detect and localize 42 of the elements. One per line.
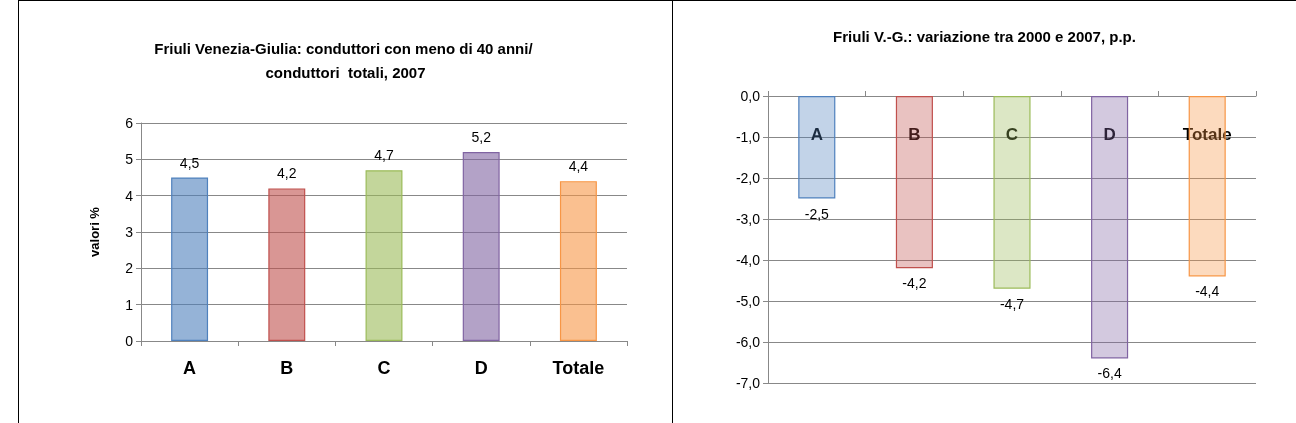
data-label: -4,7	[999, 295, 1025, 312]
data-label: 4,7	[374, 147, 394, 164]
bar	[268, 188, 306, 341]
x-tick-label: C	[1005, 125, 1019, 144]
y-tick-label: 5	[125, 151, 134, 168]
x-tick-label: B	[280, 358, 294, 378]
y-tick-label: -7,0	[735, 375, 761, 391]
x-tick-label: A	[810, 125, 823, 144]
x-tick-label: A	[183, 358, 197, 378]
bar	[462, 152, 500, 341]
x-tick-label: C	[377, 358, 391, 378]
y-tick-label: 2	[125, 260, 134, 277]
data-label: -4,4	[1195, 283, 1220, 300]
y-tick-label: -3,0	[735, 211, 761, 227]
data-label: 4,5	[179, 154, 200, 171]
x-tick-label: Totale	[552, 358, 605, 378]
y-tick-label: 0	[125, 333, 134, 349]
data-label: 4,2	[277, 165, 297, 182]
x-tick-label: B	[908, 125, 921, 144]
bar	[559, 181, 597, 341]
chart-title: Friuli V.-G.: variazione tra 2000 e 2007, p.p.	[833, 27, 1136, 45]
y-tick-label: -4,0	[735, 252, 761, 268]
data-label: -6,4	[1097, 365, 1122, 382]
data-label: 5,2	[471, 129, 492, 146]
x-tick-label: D	[474, 358, 488, 378]
y-tick-label: 3	[125, 224, 134, 240]
y-tick-label: -5,0	[735, 293, 761, 309]
chart-title: Friuli Venezia-Giulia: conduttori con meno di 40 anni/ conduttori totali, 2007	[154, 39, 537, 81]
y-tick-label: -6,0	[735, 334, 761, 350]
y-tick-label: -1,0	[735, 129, 761, 145]
y-axis-title: valori %	[87, 206, 102, 257]
bar	[171, 177, 209, 341]
data-label: -2,5	[804, 205, 830, 222]
bar	[365, 170, 403, 341]
y-tick-label: -2,0	[735, 170, 761, 186]
y-tick-label: 6	[125, 115, 134, 131]
data-label: -4,2	[902, 275, 927, 292]
y-tick-label: 1	[125, 296, 134, 313]
y-tick-label: 4	[125, 187, 134, 204]
x-tick-label: D	[1103, 125, 1116, 144]
data-label: 4,4	[568, 158, 589, 175]
y-tick-label: 0,0	[740, 88, 761, 104]
